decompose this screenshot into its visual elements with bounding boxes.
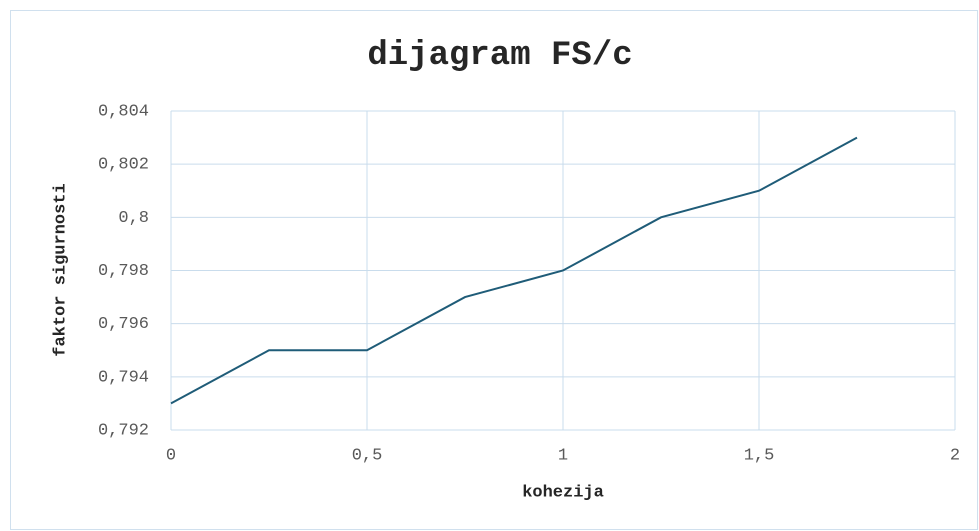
x-tick-label: 0 [166,446,176,465]
y-tick-label: 0,802 [98,156,149,175]
y-tick-label: 0,804 [98,102,149,121]
y-tick-label: 0,798 [98,262,149,281]
x-tick-label: 0,5 [352,446,383,465]
x-tick-label: 2 [950,446,960,465]
data-line [170,136,858,405]
x-tick-label: 1,5 [744,446,775,465]
chart-title: dijagram FS/c [367,37,632,75]
y-tick-label: 0,792 [98,421,149,440]
y-tick-label: 0,794 [98,368,149,387]
y-tick-label: 0,8 [118,209,149,228]
x-axis-label: kohezija [522,483,604,502]
x-tick-label: 1 [558,446,568,465]
y-axis-label: faktor sigurnosti [51,183,70,356]
y-tick-label: 0,796 [98,315,149,334]
